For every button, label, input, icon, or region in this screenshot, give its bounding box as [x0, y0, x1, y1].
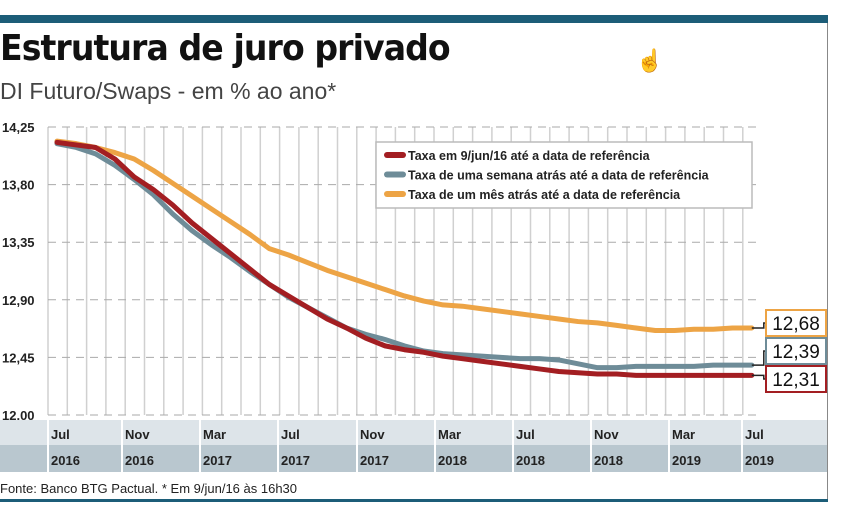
x-tick-month: Jul: [745, 427, 764, 442]
hand-cursor-icon: ☝: [636, 48, 664, 73]
x-axis-month-band: [0, 420, 827, 445]
legend-label: Taxa em 9/jun/16 até a data de referênci…: [408, 149, 651, 163]
x-tick-year: 2018: [516, 453, 545, 468]
top-accent-bar: [0, 15, 828, 23]
y-tick-label: 12,45: [2, 350, 35, 365]
legend-label: Taxa de uma semana atrás até a data de r…: [408, 169, 710, 183]
x-tick-month: Nov: [594, 427, 619, 442]
x-tick-year: 2018: [438, 453, 467, 468]
legend-box: [375, 141, 753, 209]
source-note: Fonte: Banco BTG Pactual. * Em 9/jun/16 …: [0, 481, 298, 496]
end-label-value: 12,68: [772, 314, 820, 335]
end-label-value: 12,39: [772, 342, 820, 363]
x-tick-month: Mar: [438, 427, 461, 442]
y-tick-label: 14,25: [2, 120, 35, 135]
end-label-connector: [751, 322, 766, 329]
legend-label: Taxa de um mês atrás até a data de refer…: [408, 188, 681, 202]
end-label-box: [765, 337, 827, 365]
x-tick-year: 2017: [281, 453, 310, 468]
end-label-box: [765, 309, 827, 337]
end-label-box: [765, 365, 827, 393]
x-tick-month: Nov: [125, 427, 150, 442]
x-tick-year: 2018: [594, 453, 623, 468]
x-tick-year: 2017: [360, 453, 389, 468]
y-tick-label: 12,00: [2, 408, 35, 423]
x-tick-month: Jul: [51, 427, 70, 442]
end-label-connector: [751, 350, 766, 366]
x-tick-month: Mar: [672, 427, 695, 442]
page-subtitle: DI Futuro/Swaps - em % ao ano*: [0, 78, 337, 104]
x-tick-year: 2016: [125, 453, 154, 468]
y-tick-label: 13,80: [2, 178, 35, 193]
x-tick-month: Jul: [516, 427, 535, 442]
x-axis-year-band: [0, 445, 827, 472]
x-tick-year: 2016: [51, 453, 80, 468]
end-label-connector: [751, 374, 766, 380]
page-title: Estrutura de juro privado: [0, 28, 451, 69]
series-line-2: [54, 138, 755, 334]
y-tick-label: 12,90: [2, 293, 35, 308]
end-label-value: 12,31: [772, 370, 820, 391]
x-tick-year: 2019: [745, 453, 774, 468]
x-tick-month: Jul: [281, 427, 300, 442]
x-tick-month: Mar: [203, 427, 226, 442]
x-tick-year: 2019: [672, 453, 701, 468]
bottom-accent-bar: [0, 499, 828, 502]
series-line-1: [54, 141, 755, 371]
x-tick-month: Nov: [360, 427, 385, 442]
series-line-0: [54, 139, 755, 378]
frame-divider: [827, 23, 828, 501]
x-tick-year: 2017: [203, 453, 232, 468]
y-tick-label: 13,35: [2, 235, 35, 250]
